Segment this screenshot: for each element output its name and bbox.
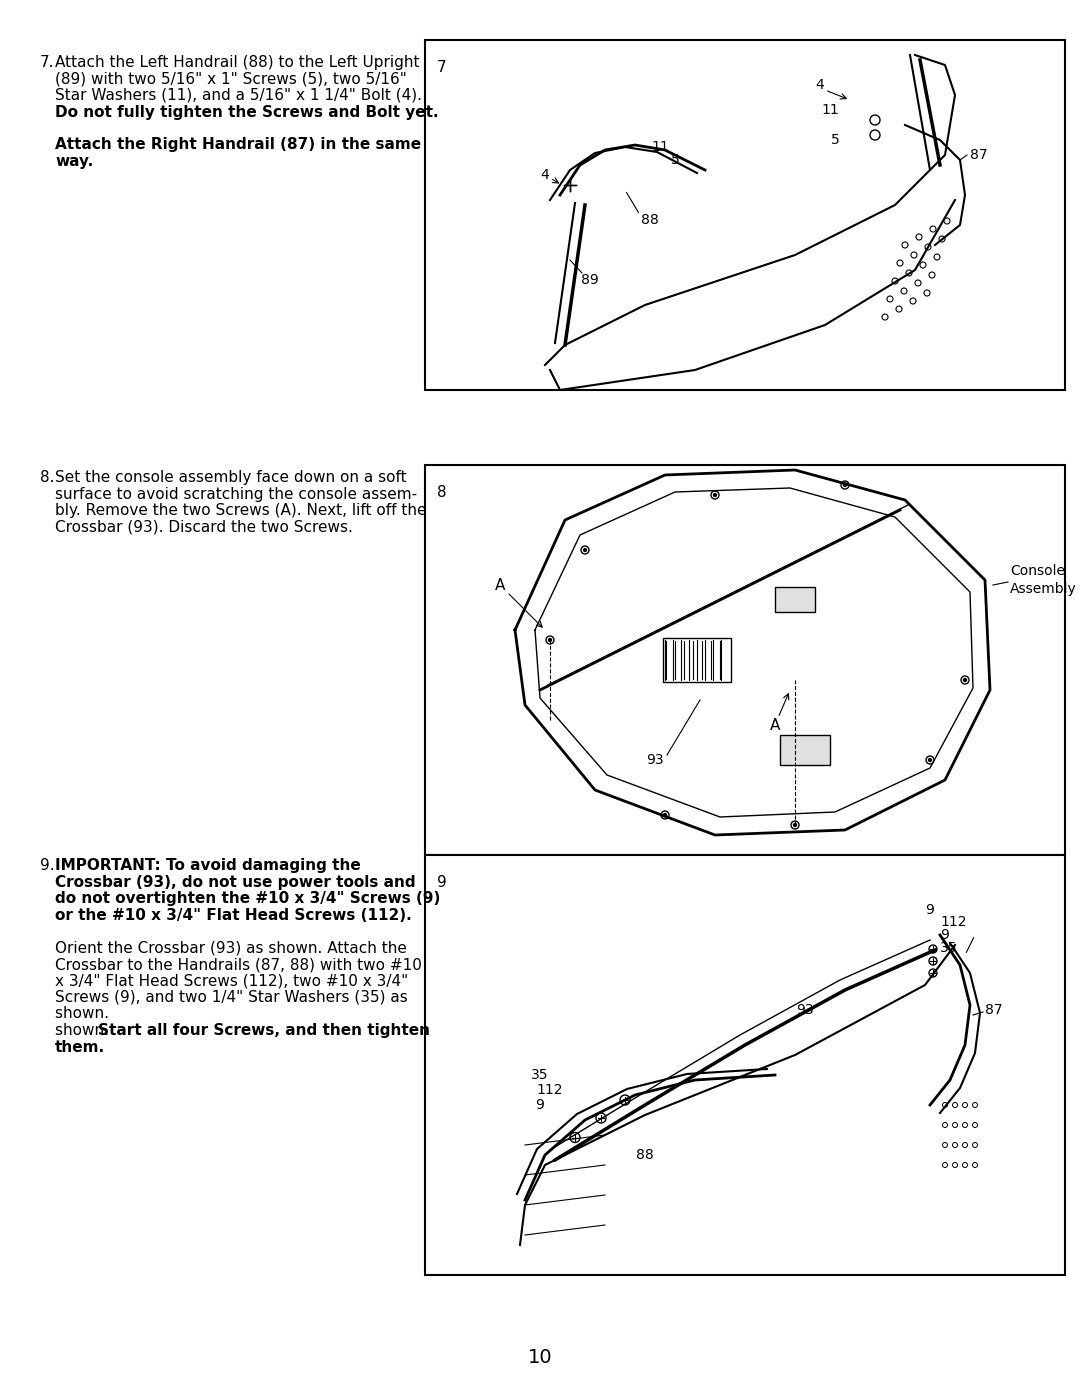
Text: 112: 112 bbox=[537, 1083, 564, 1097]
Circle shape bbox=[963, 679, 967, 682]
Bar bbox=[780, 735, 831, 766]
Text: 87: 87 bbox=[985, 1003, 1002, 1017]
Text: A: A bbox=[770, 718, 780, 732]
Text: shown.: shown. bbox=[55, 1006, 113, 1021]
Text: 8: 8 bbox=[437, 485, 447, 500]
Text: Attach the Right Handrail (87) in the same: Attach the Right Handrail (87) in the sa… bbox=[55, 137, 421, 152]
Text: 4: 4 bbox=[541, 168, 550, 182]
Text: them.: them. bbox=[55, 1039, 105, 1055]
Text: Crossbar (93), do not use power tools and: Crossbar (93), do not use power tools an… bbox=[55, 875, 416, 890]
Bar bbox=[775, 587, 815, 612]
Text: 11: 11 bbox=[821, 103, 839, 117]
Bar bbox=[663, 638, 731, 682]
Text: Crossbar (93). Discard the two Screws.: Crossbar (93). Discard the two Screws. bbox=[55, 520, 353, 535]
Text: 7: 7 bbox=[437, 60, 447, 75]
Text: Start all four Screws, and then tighten: Start all four Screws, and then tighten bbox=[98, 1023, 430, 1038]
Text: x 3/4" Flat Head Screws (112), two #10 x 3/4": x 3/4" Flat Head Screws (112), two #10 x… bbox=[55, 974, 408, 989]
Text: 9.: 9. bbox=[40, 858, 55, 873]
Text: 9: 9 bbox=[926, 902, 934, 916]
Circle shape bbox=[714, 493, 716, 496]
Text: Star Washers (11), and a 5/16" x 1 1/4" Bolt (4).: Star Washers (11), and a 5/16" x 1 1/4" … bbox=[55, 88, 422, 103]
Text: Set the console assembly face down on a soft: Set the console assembly face down on a … bbox=[55, 469, 407, 485]
Text: 9: 9 bbox=[940, 928, 949, 942]
Text: 87: 87 bbox=[970, 148, 987, 162]
Text: 9: 9 bbox=[437, 875, 447, 890]
Text: do not overtighten the #10 x 3/4" Screws (9): do not overtighten the #10 x 3/4" Screws… bbox=[55, 891, 441, 907]
Text: (89) with two 5/16" x 1" Screws (5), two 5/16": (89) with two 5/16" x 1" Screws (5), two… bbox=[55, 71, 407, 87]
Text: 88: 88 bbox=[636, 1148, 653, 1162]
Bar bbox=[426, 41, 1065, 390]
Text: 93: 93 bbox=[796, 1003, 814, 1017]
Text: 7.: 7. bbox=[40, 54, 54, 70]
Circle shape bbox=[549, 638, 552, 641]
Text: 8.: 8. bbox=[40, 469, 54, 485]
Text: or the #10 x 3/4" Flat Head Screws (112).: or the #10 x 3/4" Flat Head Screws (112)… bbox=[55, 908, 411, 922]
Text: 11: 11 bbox=[651, 140, 669, 154]
Text: Do not fully tighten the Screws and Bolt yet.: Do not fully tighten the Screws and Bolt… bbox=[55, 105, 438, 120]
Text: 10: 10 bbox=[528, 1348, 552, 1368]
Bar bbox=[426, 855, 1065, 1275]
Text: 35: 35 bbox=[940, 942, 958, 956]
Text: Screws (9), and two 1/4" Star Washers (35) as: Screws (9), and two 1/4" Star Washers (3… bbox=[55, 990, 408, 1004]
Text: 112: 112 bbox=[940, 915, 967, 929]
Text: 89: 89 bbox=[581, 272, 599, 286]
Text: Attach the Left Handrail (88) to the Left Upright: Attach the Left Handrail (88) to the Lef… bbox=[55, 54, 419, 70]
Text: Console
Assembly: Console Assembly bbox=[1010, 564, 1077, 597]
Text: 4: 4 bbox=[815, 78, 824, 92]
Circle shape bbox=[583, 549, 586, 552]
Circle shape bbox=[794, 823, 797, 827]
Text: 9: 9 bbox=[536, 1098, 544, 1112]
Text: bly. Remove the two Screws (A). Next, lift off the: bly. Remove the two Screws (A). Next, li… bbox=[55, 503, 427, 518]
Text: Crossbar to the Handrails (87, 88) with two #10: Crossbar to the Handrails (87, 88) with … bbox=[55, 957, 422, 972]
Text: shown.: shown. bbox=[55, 1023, 113, 1038]
Text: surface to avoid scratching the console assem-: surface to avoid scratching the console … bbox=[55, 486, 417, 502]
Text: 88: 88 bbox=[642, 212, 659, 226]
Circle shape bbox=[929, 759, 931, 761]
Circle shape bbox=[663, 813, 666, 816]
Text: IMPORTANT: To avoid damaging the: IMPORTANT: To avoid damaging the bbox=[55, 858, 361, 873]
Bar bbox=[426, 465, 1065, 855]
Text: way.: way. bbox=[55, 154, 93, 169]
Text: A: A bbox=[495, 577, 505, 592]
Circle shape bbox=[843, 483, 847, 486]
Text: 5: 5 bbox=[671, 154, 679, 168]
Text: 93: 93 bbox=[646, 753, 664, 767]
Text: 5: 5 bbox=[831, 133, 839, 147]
Text: Orient the Crossbar (93) as shown. Attach the: Orient the Crossbar (93) as shown. Attac… bbox=[55, 940, 407, 956]
Text: 35: 35 bbox=[531, 1067, 549, 1083]
